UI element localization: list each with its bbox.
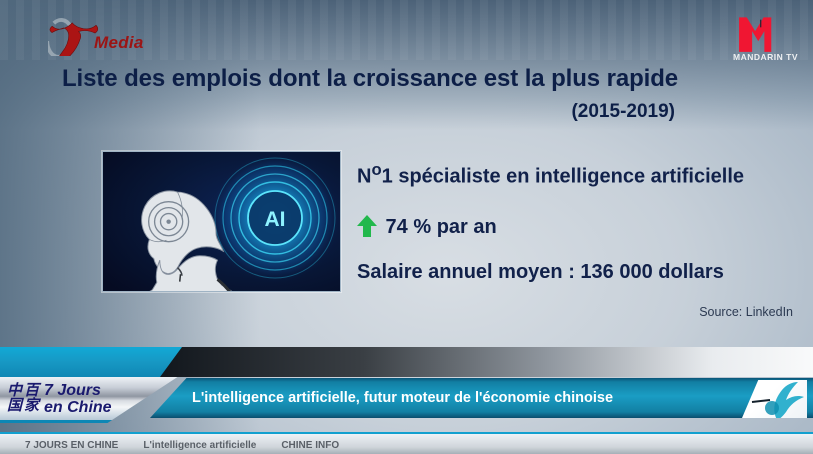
svg-text:AI: AI bbox=[265, 208, 286, 231]
